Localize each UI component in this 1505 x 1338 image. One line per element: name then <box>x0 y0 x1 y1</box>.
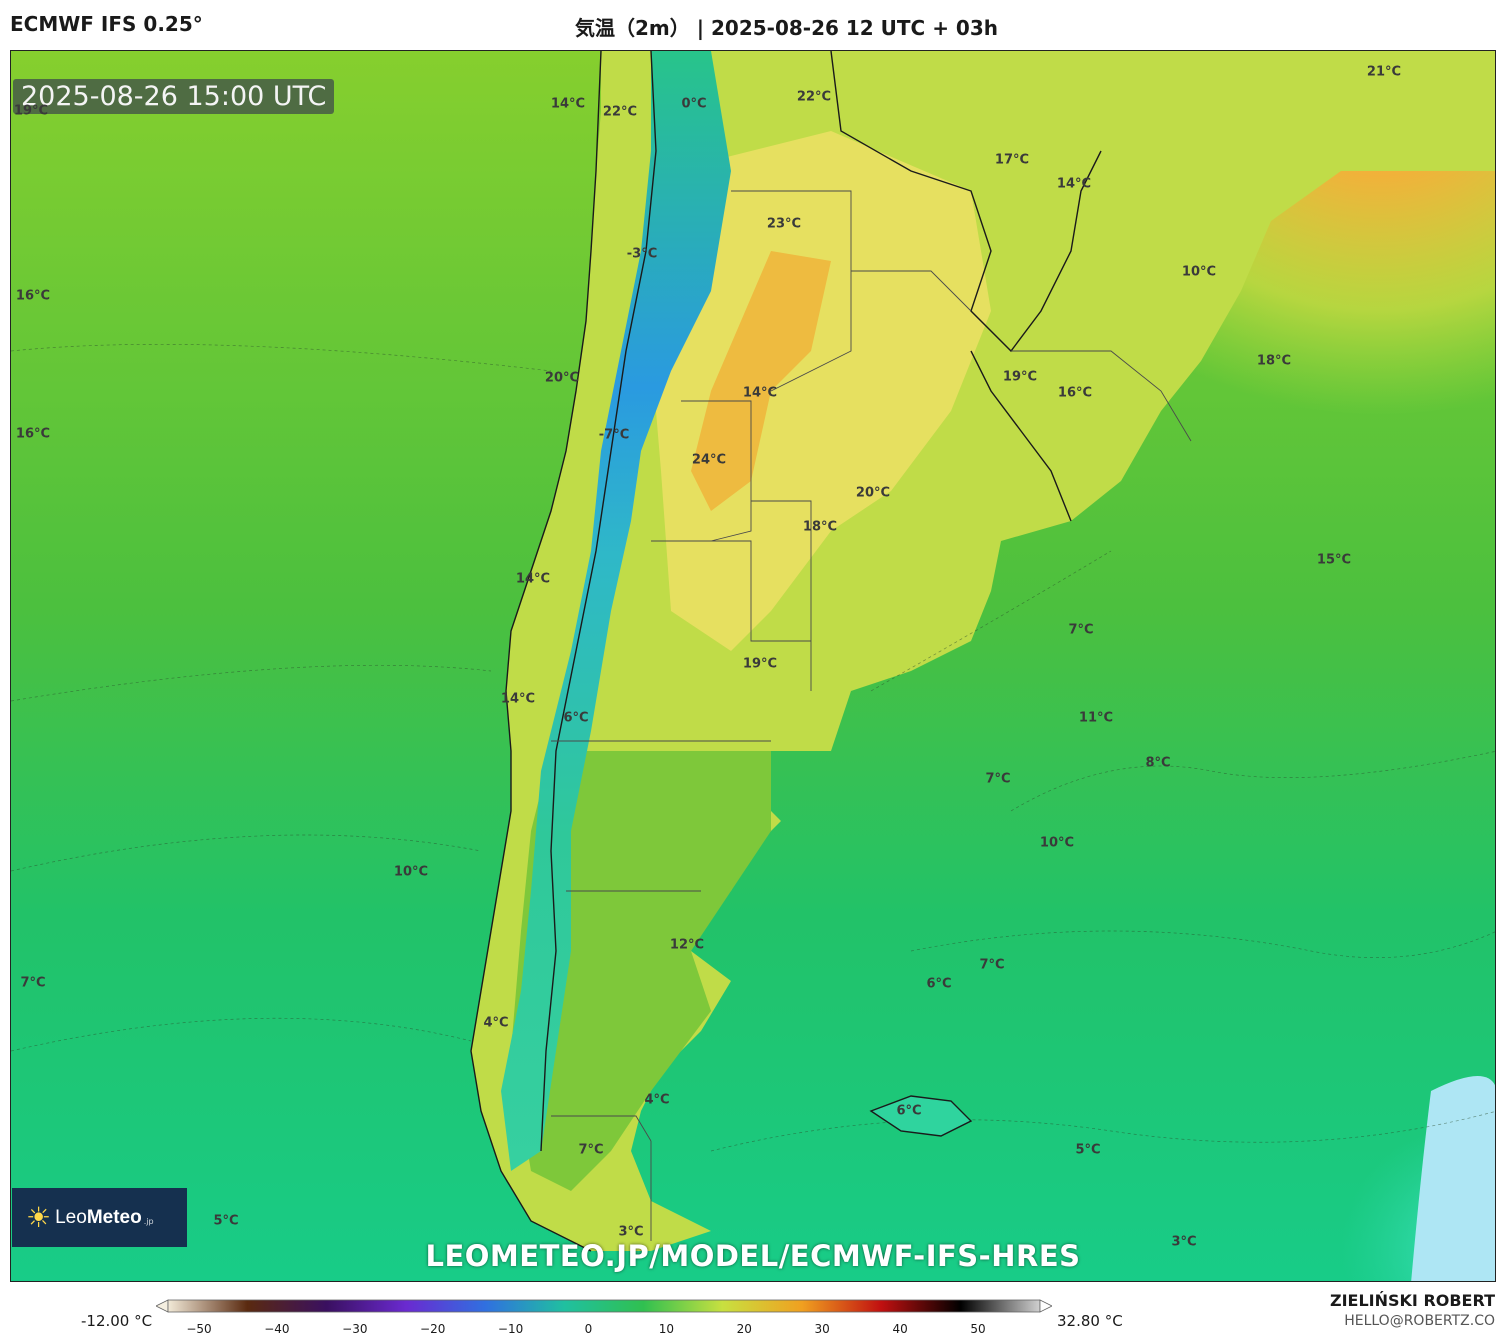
temperature-label: 3°C <box>618 1224 644 1240</box>
temperature-label: 7°C <box>985 771 1011 787</box>
temperature-label: 23°C <box>766 216 802 232</box>
temperature-label: 10°C <box>1039 835 1075 851</box>
orange-interior <box>691 251 831 511</box>
temperature-label: 19°C <box>1002 369 1038 385</box>
colorbar-tick-label: −30 <box>342 1322 368 1336</box>
temperature-label: 7°C <box>578 1142 604 1158</box>
cold-ocean-region <box>1011 851 1495 1281</box>
legend-max-label: 32.80 °C <box>1057 1312 1123 1330</box>
temperature-label: 22°C <box>602 104 638 120</box>
temperature-label: 14°C <box>550 96 586 112</box>
cold-patch <box>1411 1076 1495 1281</box>
temperature-label: 14°C <box>1056 176 1092 192</box>
temperature-label: 5°C <box>213 1213 239 1229</box>
temperature-label: 7°C <box>979 957 1005 973</box>
map-title: 気温（2m） | 2025-08-26 12 UTC + 03h <box>575 16 998 40</box>
temperature-label: 14°C <box>515 571 551 587</box>
temperature-label: 17°C <box>994 152 1030 168</box>
isotherms <box>11 343 1495 1152</box>
author-email: HELLO@ROBERTZ.CO <box>1344 1313 1495 1329</box>
legend-min-label: -12.00 °C <box>81 1312 153 1330</box>
leometeo-logo: ☀ LeoMeteo .jp <box>12 1188 187 1247</box>
colorbar-tick-label: −50 <box>186 1322 212 1336</box>
patagonia-green <box>511 751 771 1191</box>
map-canvas <box>11 51 1495 1281</box>
temperature-label: 22°C <box>796 89 832 105</box>
colorbar <box>156 1299 1052 1313</box>
colorbar-tick-label: 50 <box>970 1322 986 1336</box>
temperature-label: 14°C <box>500 691 536 707</box>
colorbar-tick-label: 40 <box>892 1322 908 1336</box>
source-watermark: LEOMETEO.JP/MODEL/ECMWF-IFS-HRES <box>425 1239 1081 1273</box>
temperature-label: 14°C <box>742 385 778 401</box>
temperature-label: 8°C <box>1145 755 1171 771</box>
colorbar-tick-label: 30 <box>814 1322 830 1336</box>
falkland-islands <box>869 1095 973 1137</box>
author-name: ZIELIŃSKI ROBERT <box>1329 1291 1495 1310</box>
colorbar-tick-label: 20 <box>736 1322 752 1336</box>
temperature-label: 20°C <box>855 485 891 501</box>
temperature-label: 6°C <box>926 976 952 992</box>
temperature-label: 24°C <box>691 452 727 468</box>
temperature-label: 6°C <box>563 710 589 726</box>
temperature-label: 11°C <box>1078 710 1114 726</box>
temperature-label: 19°C <box>13 103 49 119</box>
colorbar-tick-label: −20 <box>420 1322 446 1336</box>
temperature-label: 15°C <box>1316 552 1352 568</box>
colorbar-tick-label: 0 <box>584 1322 593 1336</box>
valid-time-badge: 2025-08-26 15:00 UTC <box>13 79 335 114</box>
temperature-label: 0°C <box>681 96 707 112</box>
temperature-label: 3°C <box>1171 1234 1197 1250</box>
temperature-label: 4°C <box>644 1092 670 1108</box>
temperature-map[interactable]: 2025-08-26 15:00 UTC 19°C 14°C 22°C 0°C 22°C… <box>10 50 1496 1282</box>
temperature-label: 16°C <box>15 426 51 442</box>
temperature-label: 6°C <box>896 1103 922 1119</box>
temperature-label: 7°C <box>1068 622 1094 638</box>
logo-wordmark: LeoMeteo <box>55 1206 142 1228</box>
temperature-label: 10°C <box>1181 264 1217 280</box>
temperature-label: 18°C <box>1256 353 1292 369</box>
model-title: ECMWF IFS 0.25° <box>10 12 203 36</box>
colorbar-tick-label: 10 <box>658 1322 675 1336</box>
sun-icon: ☀ <box>26 1201 52 1234</box>
temperature-label: 12°C <box>669 937 705 953</box>
temperature-label: -3°C <box>626 246 658 262</box>
temperature-label: 20°C <box>544 370 580 386</box>
andes-cold-band <box>501 51 731 1171</box>
temperature-label: 18°C <box>802 519 838 535</box>
colorbar-tick-label: −40 <box>264 1322 290 1336</box>
temperature-label: 21°C <box>1366 64 1402 80</box>
temperature-label: 16°C <box>1057 385 1093 401</box>
temperature-label: 19°C <box>742 656 778 672</box>
temperature-label: 7°C <box>20 975 46 991</box>
temperature-label: -7°C <box>598 427 630 443</box>
temperature-label: 16°C <box>15 288 51 304</box>
temperature-label: 4°C <box>483 1015 509 1031</box>
logo-suffix: .jp <box>143 1217 154 1226</box>
colorbar-tick-label: −10 <box>497 1322 524 1336</box>
temperature-label: 10°C <box>393 864 429 880</box>
province-borders <box>551 190 1192 1241</box>
yellow-interior <box>651 131 991 651</box>
temperature-label: 5°C <box>1075 1142 1101 1158</box>
